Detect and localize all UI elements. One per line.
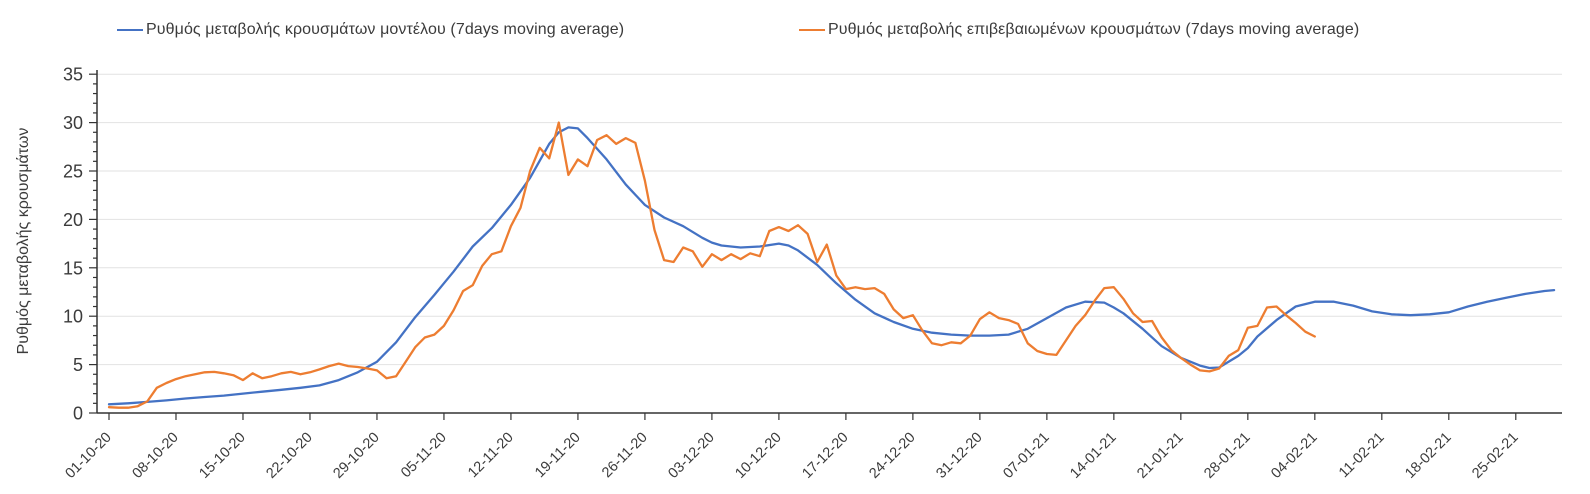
- model-series-line: [107, 126, 1556, 406]
- model-series-line-icon: [117, 29, 143, 31]
- y-tick-label: 25: [63, 162, 83, 182]
- y-tick-label: 35: [63, 65, 83, 85]
- legend-item-model: Ρυθμός μεταβολής κρουσμάτων μοντέλου (7d…: [117, 18, 624, 42]
- x-tick-label: 05-11-20: [398, 430, 450, 482]
- x-tick-label: 12-11-20: [465, 430, 517, 482]
- x-tick-label: 10-12-20: [732, 430, 784, 482]
- x-tick-label: 01-10-20: [62, 430, 114, 482]
- y-axis-title: Ρυθμός μεταβολής κρουσμάτων: [15, 127, 32, 355]
- x-tick-label: 19-11-20: [532, 430, 584, 482]
- y-tick-label: 0: [73, 404, 83, 424]
- x-tick-label: 07-01-21: [1000, 430, 1052, 482]
- y-tick-label: 30: [63, 113, 83, 133]
- x-tick-label: 28-01-21: [1201, 430, 1253, 482]
- x-tick-label: 29-10-20: [330, 430, 382, 482]
- y-tick-label: 10: [63, 307, 83, 327]
- x-tick-label: 24-12-20: [866, 430, 918, 482]
- y-tick-label: 20: [63, 210, 83, 230]
- legend-item-confirmed: Ρυθμός μεταβολής επιβεβαιωμένων κρουσμάτ…: [799, 18, 1359, 42]
- legend-label-confirmed: Ρυθμός μεταβολής επιβεβαιωμένων κρουσμάτ…: [828, 21, 1360, 38]
- confirmed-series-line: [107, 121, 1316, 409]
- x-tick-label: 17-12-20: [799, 430, 851, 482]
- x-tick-label: 15-10-20: [196, 430, 248, 482]
- chart-legend: Ρυθμός μεταβολής κρουσμάτων μοντέλου (7d…: [0, 18, 1590, 42]
- x-tick-label: 03-12-20: [665, 430, 717, 482]
- y-tick-label: 5: [73, 355, 83, 375]
- x-tick-label: 11-02-21: [1336, 430, 1388, 482]
- x-tick-label: 14-01-21: [1067, 430, 1119, 482]
- x-tick-label: 22-10-20: [263, 430, 315, 482]
- x-tick-label: 04-02-21: [1268, 430, 1320, 482]
- x-tick-label: 08-10-20: [129, 430, 181, 482]
- x-tick-label: 25-02-21: [1469, 430, 1521, 482]
- legend-label-model: Ρυθμός μεταβολής κρουσμάτων μοντέλου (7d…: [146, 21, 625, 38]
- x-tick-label: 18-02-21: [1402, 430, 1454, 482]
- x-tick-label: 31-12-20: [933, 430, 985, 482]
- x-tick-label: 26-11-20: [599, 430, 651, 482]
- x-tick-label: 21-01-21: [1134, 430, 1186, 482]
- y-tick-label: 15: [63, 258, 83, 278]
- confirmed-series-line-icon: [799, 29, 825, 31]
